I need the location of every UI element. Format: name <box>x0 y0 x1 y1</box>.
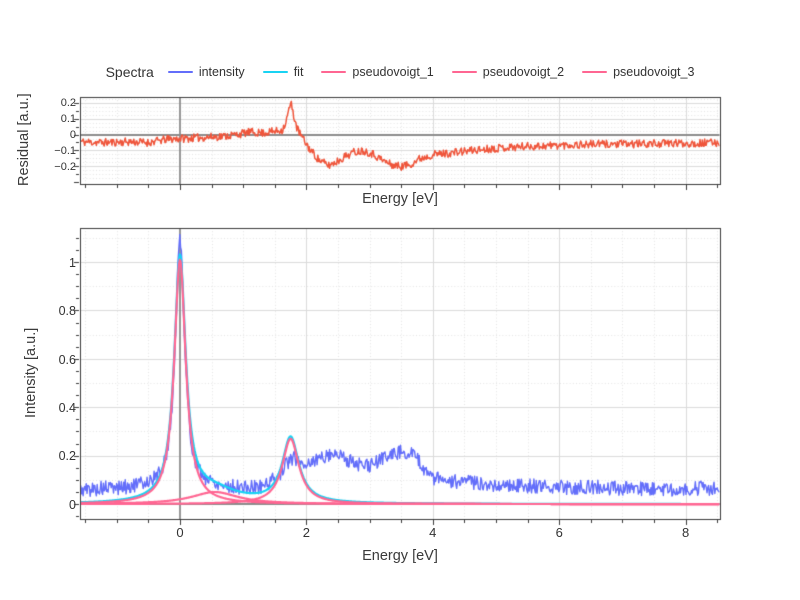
y-tick-label: −0.2 <box>54 160 76 173</box>
x-tick-label: 8 <box>681 525 690 540</box>
y-tick-label: 0.6 <box>58 352 76 367</box>
legend-item-intensity[interactable]: intensity <box>167 65 245 79</box>
legend-item-label: fit <box>293 65 304 79</box>
y-tick-label: 0 <box>69 129 76 141</box>
x-tick-label: 0 <box>176 525 184 540</box>
x-tick-label: 2 <box>302 525 310 540</box>
legend-item-label: pseudovoigt_3 <box>613 65 695 79</box>
legend-line-swatch-icon <box>321 70 347 74</box>
intensity-x-axis-title: Energy [eV] <box>362 548 438 564</box>
legend-item-pseudovoigt_1[interactable]: pseudovoigt_1 <box>321 65 434 79</box>
y-tick-label: 0 <box>69 497 76 512</box>
y-tick-label: 1 <box>69 255 76 270</box>
legend-items: intensity fit pseudovoigt_1 pseudovoigt_2 ps… <box>167 65 694 79</box>
legend-line-swatch-icon <box>582 70 608 74</box>
y-tick-label: 0.2 <box>60 97 76 110</box>
legend-item-fit[interactable]: fit <box>262 65 304 79</box>
legend-line-swatch-icon <box>451 70 477 74</box>
legend-item-label: intensity <box>198 65 245 79</box>
y-tick-label: 0.1 <box>60 113 76 126</box>
y-tick-label: 0.8 <box>58 304 76 319</box>
legend-item-label: pseudovoigt_2 <box>482 65 565 79</box>
legend-item-pseudovoigt_2[interactable]: pseudovoigt_2 <box>451 65 565 79</box>
y-tick-label: −0.1 <box>54 144 76 157</box>
x-tick-label: 4 <box>429 525 437 540</box>
y-tick-label: 0.2 <box>58 449 76 464</box>
legend-item-pseudovoigt_3[interactable]: pseudovoigt_3 <box>582 65 694 79</box>
legend-line-swatch-icon <box>262 70 288 74</box>
legend-item-label: pseudovoigt_1 <box>352 65 434 79</box>
legend-title: Spectra <box>105 64 154 80</box>
legend-line-swatch-icon <box>167 70 193 74</box>
x-tick-label: 6 <box>555 525 563 540</box>
y-tick-label: 0.4 <box>58 401 76 416</box>
residual-x-axis-title: Energy [eV] <box>362 191 438 207</box>
legend: Spectra intensity fit pseudovoigt_1 pseudov… <box>0 61 800 83</box>
